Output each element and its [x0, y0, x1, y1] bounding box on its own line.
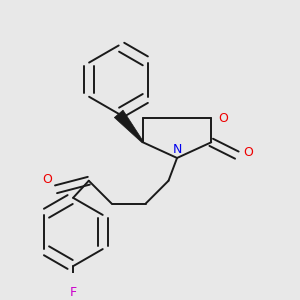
Text: N: N [172, 143, 182, 156]
Text: O: O [243, 146, 253, 159]
Text: O: O [218, 112, 228, 124]
Polygon shape [114, 110, 143, 143]
Text: F: F [70, 286, 77, 299]
Text: O: O [43, 173, 52, 186]
